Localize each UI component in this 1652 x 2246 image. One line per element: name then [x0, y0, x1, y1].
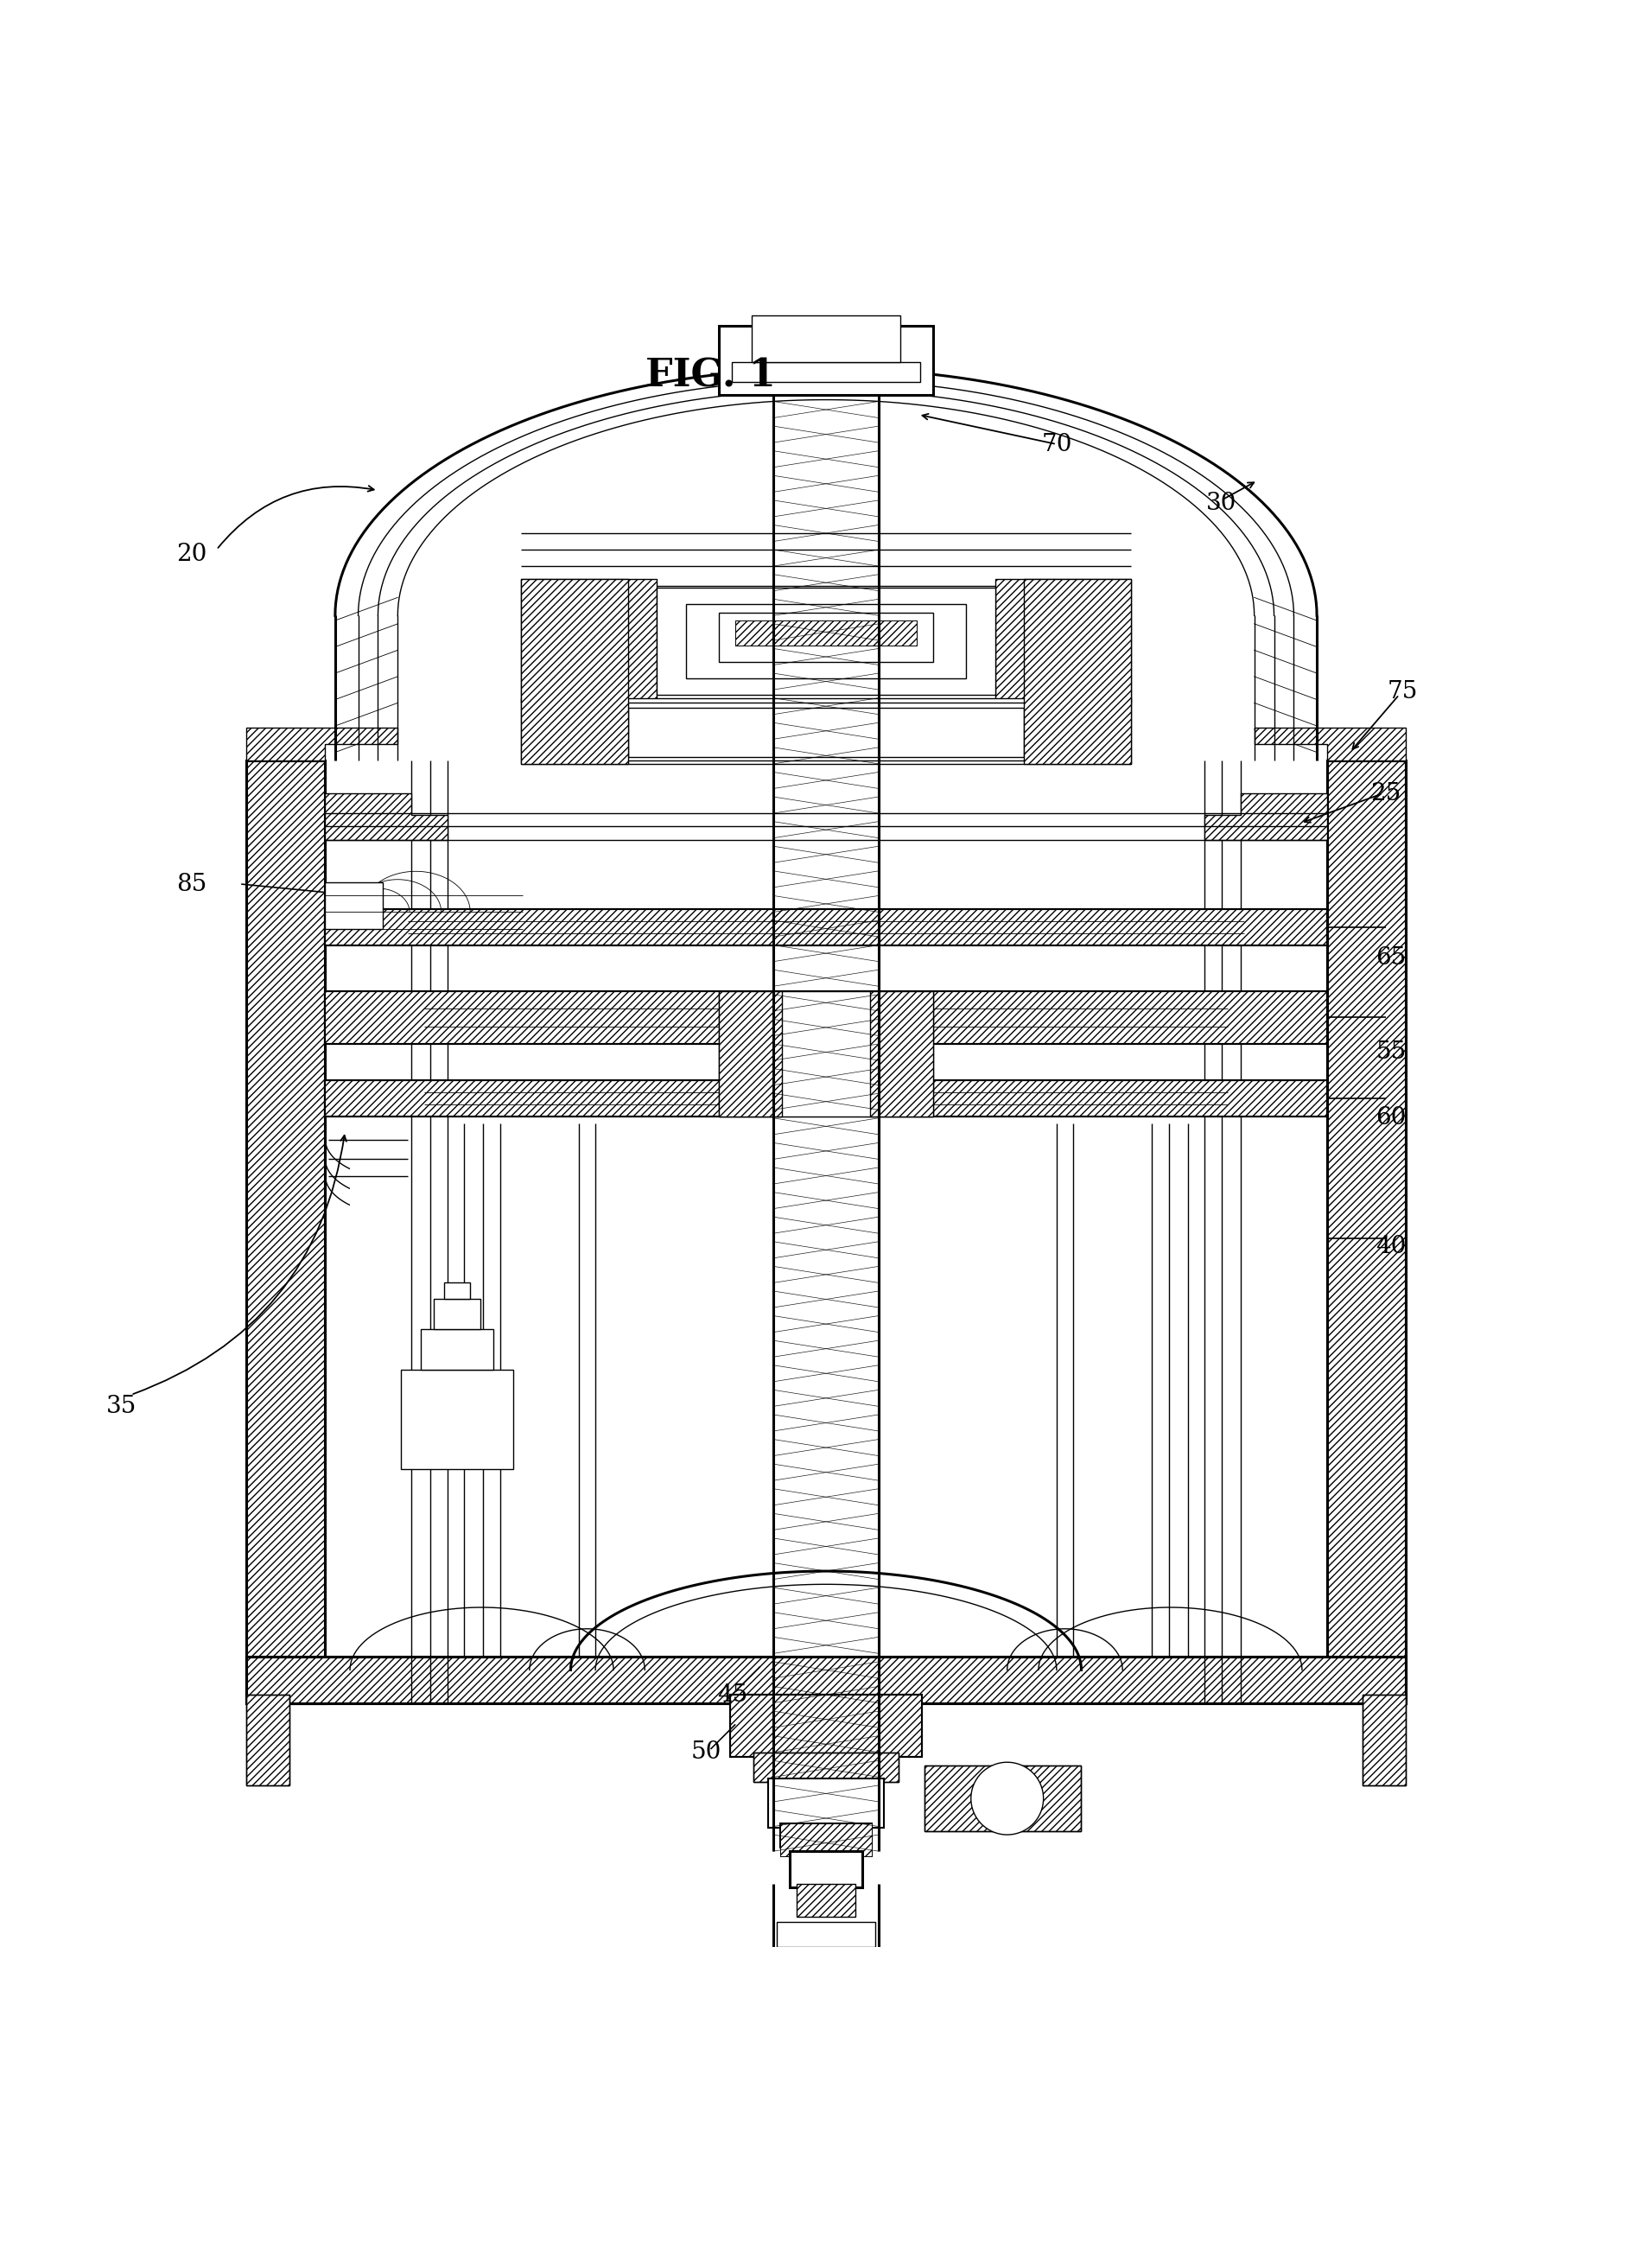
Text: 25: 25: [1371, 782, 1401, 804]
Bar: [628, 707, 1024, 757]
Bar: [1327, 761, 1406, 1702]
Bar: [719, 326, 933, 395]
Bar: [325, 1080, 1327, 1116]
Bar: [780, 1824, 872, 1848]
Bar: [1363, 1696, 1406, 1786]
Text: 55: 55: [1376, 1040, 1406, 1065]
Bar: [796, 1884, 856, 1918]
Bar: [1024, 579, 1130, 764]
Text: 20: 20: [177, 544, 206, 566]
Bar: [735, 620, 917, 645]
Bar: [421, 1330, 494, 1370]
Text: 70: 70: [1041, 433, 1072, 456]
Bar: [768, 1779, 884, 1828]
Bar: [871, 990, 933, 1116]
Bar: [776, 1923, 876, 1947]
Bar: [735, 620, 917, 645]
Bar: [796, 1884, 856, 1918]
Bar: [719, 990, 933, 1116]
Bar: [522, 579, 628, 764]
Bar: [325, 910, 1327, 946]
Polygon shape: [246, 728, 398, 761]
Bar: [752, 317, 900, 362]
Bar: [719, 326, 933, 395]
Text: 35: 35: [106, 1395, 135, 1417]
Bar: [325, 1080, 1327, 1116]
Bar: [656, 588, 996, 694]
Bar: [871, 990, 933, 1116]
Bar: [522, 579, 656, 703]
Bar: [925, 1765, 1082, 1830]
Bar: [753, 1752, 899, 1781]
Text: 85: 85: [177, 871, 206, 896]
Bar: [780, 1824, 872, 1855]
Bar: [522, 699, 1130, 764]
Bar: [246, 1658, 1406, 1702]
Polygon shape: [1254, 728, 1406, 761]
Text: 30: 30: [1206, 492, 1237, 514]
Circle shape: [971, 1763, 1044, 1835]
Polygon shape: [325, 793, 448, 840]
Bar: [732, 362, 920, 382]
Bar: [1363, 1696, 1406, 1786]
Text: 45: 45: [717, 1682, 747, 1707]
Text: 40: 40: [1376, 1235, 1406, 1258]
Bar: [325, 883, 383, 928]
Bar: [790, 1851, 862, 1887]
Bar: [246, 1696, 289, 1786]
Bar: [996, 579, 1130, 703]
Bar: [996, 579, 1130, 703]
Bar: [719, 990, 781, 1116]
Bar: [522, 579, 656, 703]
Polygon shape: [1204, 793, 1327, 840]
Bar: [719, 990, 781, 1116]
Bar: [780, 1824, 872, 1855]
Text: 60: 60: [1376, 1107, 1406, 1130]
Bar: [246, 1696, 289, 1786]
Bar: [325, 910, 1327, 946]
Bar: [444, 1282, 471, 1298]
Bar: [925, 1765, 1082, 1830]
Bar: [719, 326, 933, 395]
Bar: [325, 990, 1327, 1044]
Bar: [686, 604, 966, 678]
Text: FIG. 1: FIG. 1: [646, 357, 776, 393]
Bar: [753, 1752, 899, 1781]
Text: 65: 65: [1376, 946, 1406, 970]
Bar: [719, 613, 933, 663]
Bar: [522, 579, 628, 764]
Bar: [1327, 761, 1406, 1702]
Bar: [1024, 579, 1130, 764]
Bar: [246, 761, 325, 1702]
Bar: [570, 703, 1082, 761]
Text: 50: 50: [691, 1741, 720, 1763]
Bar: [325, 990, 1327, 1044]
Bar: [246, 1658, 1406, 1702]
Bar: [434, 1298, 481, 1330]
Bar: [246, 761, 325, 1702]
Bar: [730, 1696, 922, 1756]
Bar: [401, 1370, 514, 1469]
Text: 75: 75: [1388, 681, 1417, 703]
Bar: [730, 1696, 922, 1756]
